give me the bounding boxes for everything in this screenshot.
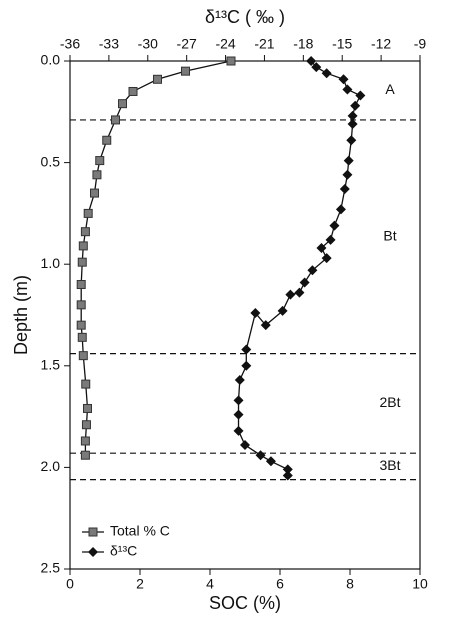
series-line: [237, 60, 362, 476]
point: [335, 204, 346, 215]
point: [329, 220, 340, 231]
point: [80, 436, 90, 446]
y-tick-label: 2.0: [41, 458, 61, 474]
x2-tick-label: -24: [215, 36, 235, 52]
point: [311, 62, 322, 73]
x2-tick-label: -15: [332, 36, 352, 52]
x-axis-title: SOC (%): [209, 593, 281, 613]
point: [83, 403, 92, 413]
point: [81, 379, 91, 389]
point: [265, 456, 276, 467]
horizon-label: 2Bt: [379, 394, 400, 410]
point: [102, 135, 112, 145]
point: [78, 351, 88, 361]
point: [299, 277, 310, 288]
point: [342, 84, 353, 95]
legend-label: δ¹³C: [110, 543, 137, 559]
point: [282, 470, 293, 481]
y-tick-label: 0.0: [41, 52, 61, 68]
point: [321, 253, 332, 264]
point: [347, 118, 358, 129]
x2-tick-label: -9: [414, 36, 427, 52]
point: [294, 287, 305, 298]
point: [77, 257, 87, 267]
point: [306, 56, 317, 66]
x2-tick-label: -27: [177, 36, 197, 52]
point: [76, 280, 86, 290]
x-tick-label: 2: [136, 576, 144, 592]
point: [76, 320, 86, 330]
x2-tick-label: -18: [293, 36, 313, 52]
x-tick-label: 6: [276, 576, 284, 592]
point: [347, 110, 358, 121]
point: [80, 227, 90, 237]
point: [316, 242, 327, 253]
x-tick-label: 10: [412, 576, 428, 592]
point: [282, 464, 293, 475]
x2-tick-label: -12: [371, 36, 391, 52]
y-axis-title: Depth (m): [11, 275, 31, 355]
point: [255, 450, 266, 461]
point: [350, 100, 361, 111]
point: [241, 360, 252, 371]
point: [81, 420, 91, 430]
point: [77, 332, 87, 342]
point: [90, 188, 99, 198]
point: [241, 344, 252, 355]
point: [76, 300, 86, 310]
point: [111, 115, 120, 125]
horizon-label: 3Bt: [379, 457, 400, 473]
point: [153, 74, 162, 84]
y-tick-label: 1.5: [41, 357, 61, 373]
point: [118, 99, 127, 109]
point: [92, 170, 102, 180]
y-tick-label: 1.0: [41, 255, 61, 271]
point: [277, 305, 288, 316]
point: [250, 307, 261, 318]
x-tick-label: 4: [206, 576, 214, 592]
legend-label: Total % C: [110, 523, 170, 539]
plot-frame: [69, 60, 421, 570]
point: [226, 56, 236, 66]
point: [233, 425, 244, 436]
x-tick-label: 0: [66, 576, 74, 592]
x2-tick-label: -33: [99, 36, 119, 52]
point: [285, 289, 296, 300]
point: [240, 440, 250, 451]
point: [181, 66, 190, 76]
point: [128, 86, 138, 96]
point: [78, 241, 88, 251]
point: [260, 320, 271, 331]
x2-tick-label: -30: [138, 36, 158, 52]
legend-marker: [88, 527, 98, 537]
point: [343, 155, 354, 166]
x2-tick-label: -36: [60, 36, 80, 52]
x-tick-label: 8: [346, 576, 354, 592]
y-tick-label: 2.5: [41, 560, 61, 576]
point: [338, 74, 349, 85]
x2-tick-label: -21: [254, 36, 274, 52]
point: [307, 265, 318, 276]
legend-marker: [88, 547, 98, 557]
horizon-label: Bt: [383, 227, 396, 243]
point: [346, 135, 357, 146]
point: [325, 234, 336, 245]
point: [339, 184, 350, 195]
point: [342, 169, 353, 180]
point: [234, 375, 245, 386]
point: [321, 68, 332, 79]
point: [233, 395, 244, 406]
horizon-label: A: [385, 81, 395, 97]
point: [95, 156, 105, 166]
y-tick-label: 0.5: [41, 153, 61, 169]
point: [80, 450, 90, 460]
point: [83, 208, 93, 218]
point: [233, 409, 244, 420]
top-axis-title: δ¹³C ( ‰ ): [205, 7, 285, 27]
point: [355, 90, 366, 101]
